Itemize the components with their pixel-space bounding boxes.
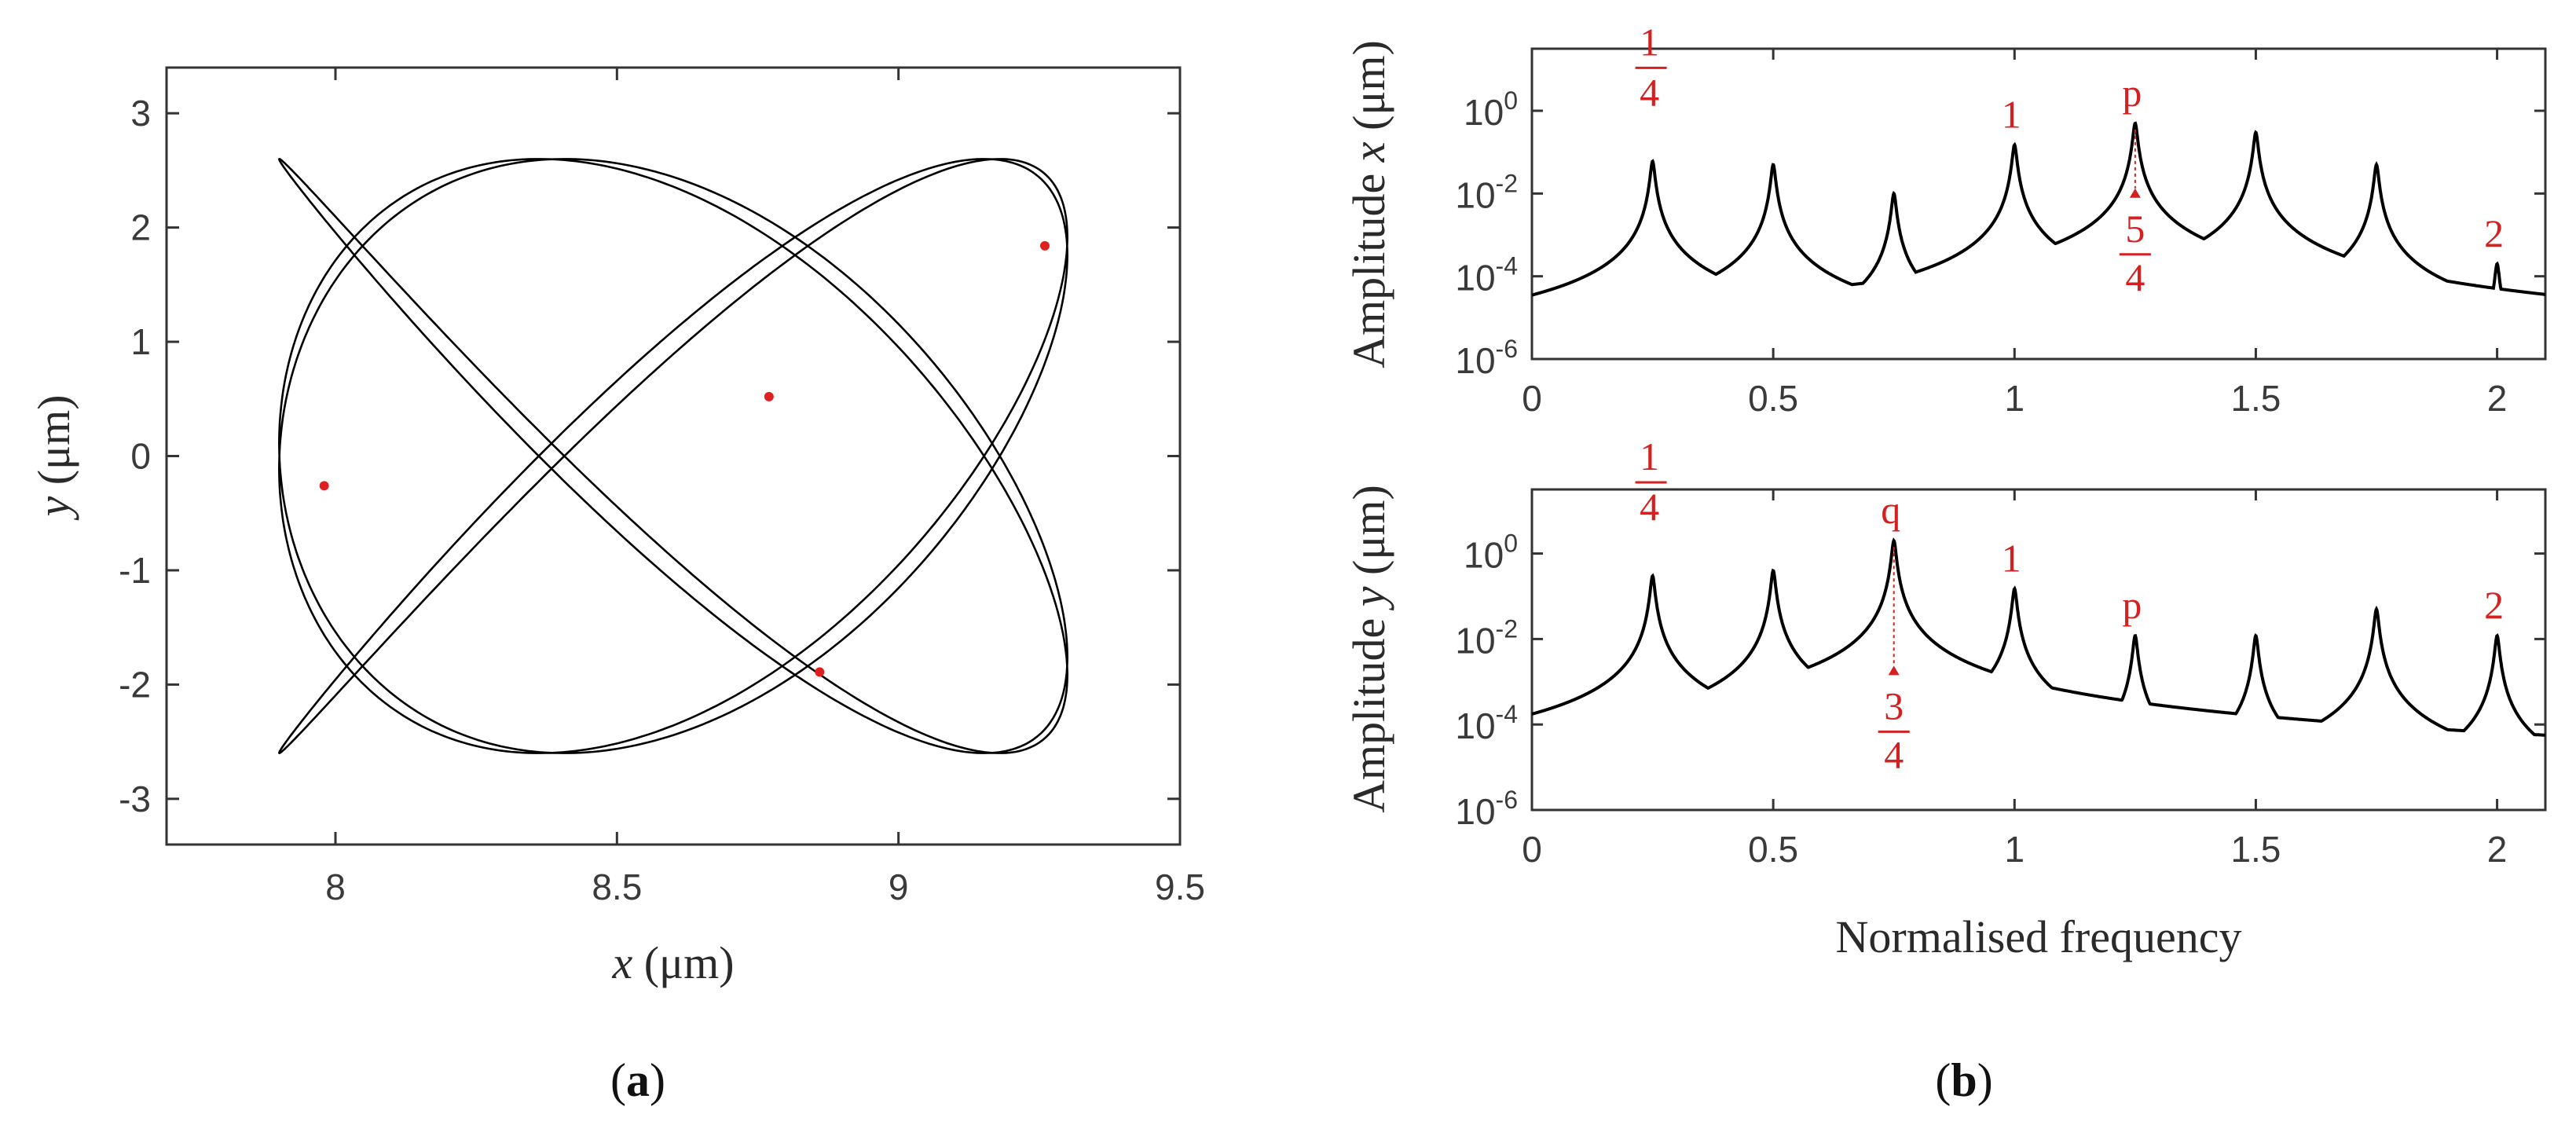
a-ytick-label: -3 xyxy=(119,779,151,819)
b-xtick-label: 1.5 xyxy=(2230,378,2281,419)
annotation-label: 1 xyxy=(2002,536,2021,580)
b-ytick-label: 10-4 xyxy=(1455,252,1518,299)
b-xtick-label: 1 xyxy=(2004,378,2025,419)
normalised-frequency-label: Normalised frequency xyxy=(1836,911,2242,962)
a-xtick-label: 9 xyxy=(889,867,909,907)
annotation-fraction-num: 3 xyxy=(1884,683,1904,727)
x-spectrum-axes-frame xyxy=(1530,47,2547,361)
annotation-fraction-num: 1 xyxy=(1640,20,1659,64)
y-spectrum-annotations: 1 4 q 3 4 1 p 2 xyxy=(1635,434,2504,776)
b-xtick-label: 1.5 xyxy=(2230,829,2281,870)
b-ytick-label: 10-2 xyxy=(1455,169,1518,215)
panel-a-x-axis-label: x (μm) xyxy=(611,937,734,988)
a-ytick-label: 1 xyxy=(130,321,151,362)
x-spectrum-ticks: 0 0.5 1 1.5 2 100 10-2 10-4 10-6 xyxy=(1455,49,2545,419)
poincare-marker xyxy=(815,667,825,677)
b-xtick-label: 0.5 xyxy=(1748,829,1798,870)
a-ytick-label: -1 xyxy=(119,550,151,591)
x-spectrum-line xyxy=(1531,121,2545,297)
annotation-fraction-den: 4 xyxy=(1640,485,1659,529)
x-spectrum-y-axis-label: Amplitude x (μm) xyxy=(1343,40,1394,368)
orbit-trajectory-line xyxy=(277,158,1069,754)
panel-a-x-ticks: 8 8.5 9 9.5 xyxy=(325,68,1205,907)
annotation-fraction-num: 1 xyxy=(1640,434,1659,478)
panel-a-y-axis-label: y (μm) xyxy=(28,394,79,520)
b-xtick-label: 0 xyxy=(1522,829,1542,870)
b-xtick-label: 2 xyxy=(2487,378,2508,419)
annotation-label: 2 xyxy=(2484,211,2504,255)
b-ytick-label: 10-2 xyxy=(1455,614,1518,661)
annotation-arrowhead xyxy=(2129,188,2141,198)
a-xtick-label: 8 xyxy=(325,867,346,907)
annotation-label: p xyxy=(2122,583,2142,627)
panel-a-label: (a) xyxy=(610,1054,665,1106)
b-xtick-label: 2 xyxy=(2487,829,2508,870)
poincare-marker xyxy=(319,481,329,491)
annotation-fraction-den: 4 xyxy=(1884,732,1904,776)
b-ytick-label: 100 xyxy=(1464,86,1518,133)
annotation-label: p xyxy=(2122,71,2142,115)
a-ytick-label: 2 xyxy=(130,207,151,248)
annotation-label: 1 xyxy=(2002,92,2021,136)
y-spectrum-subplot: 0 0.5 1 1.5 2 100 10-2 10-4 10-6 1 4 q 3 4 1 p 2 Amplit… xyxy=(1343,434,2547,962)
annotation-label: 2 xyxy=(2484,583,2504,627)
b-ytick-label: 10-6 xyxy=(1455,335,1518,381)
poincare-marker xyxy=(764,391,774,401)
annotation-arrowhead xyxy=(1888,665,1900,676)
a-xtick-label: 9.5 xyxy=(1155,867,1205,907)
panel-a-markers xyxy=(319,240,1050,677)
b-ytick-label: 10-4 xyxy=(1455,700,1518,746)
b-xtick-label: 0 xyxy=(1522,378,1542,419)
panel-a-axes-frame xyxy=(165,66,1182,846)
annotation-fraction-den: 4 xyxy=(1640,70,1659,114)
a-ytick-label: 3 xyxy=(130,93,151,134)
annotation-fraction-den: 4 xyxy=(2125,255,2145,299)
annotation-label: q xyxy=(1881,488,1900,532)
panel-b-label: (b) xyxy=(1935,1054,1992,1106)
b-xtick-label: 1 xyxy=(2004,829,2025,870)
y-spectrum-ticks: 0 0.5 1 1.5 2 100 10-2 10-4 10-6 xyxy=(1455,489,2545,870)
y-spectrum-line xyxy=(1531,537,2545,737)
poincare-marker xyxy=(1040,240,1050,251)
y-spectrum-y-axis-label: Amplitude y (μm) xyxy=(1343,485,1394,813)
panel-a-phase-portrait: 8 8.5 9 9.5 3 2 1 0 -1 -2 -3 x (μm) y (μm) (a) xyxy=(28,66,1205,1106)
a-ytick-label: 0 xyxy=(130,436,151,477)
b-ytick-label: 10-6 xyxy=(1455,786,1518,832)
b-xtick-label: 0.5 xyxy=(1748,378,1798,419)
a-ytick-label: -2 xyxy=(119,664,151,705)
panel-a-y-ticks: 3 2 1 0 -1 -2 -3 xyxy=(119,93,1180,819)
b-ytick-label: 100 xyxy=(1464,530,1518,576)
a-xtick-label: 8.5 xyxy=(592,867,642,907)
y-spectrum-axes-frame xyxy=(1530,488,2547,812)
annotation-fraction-num: 5 xyxy=(2125,207,2145,251)
